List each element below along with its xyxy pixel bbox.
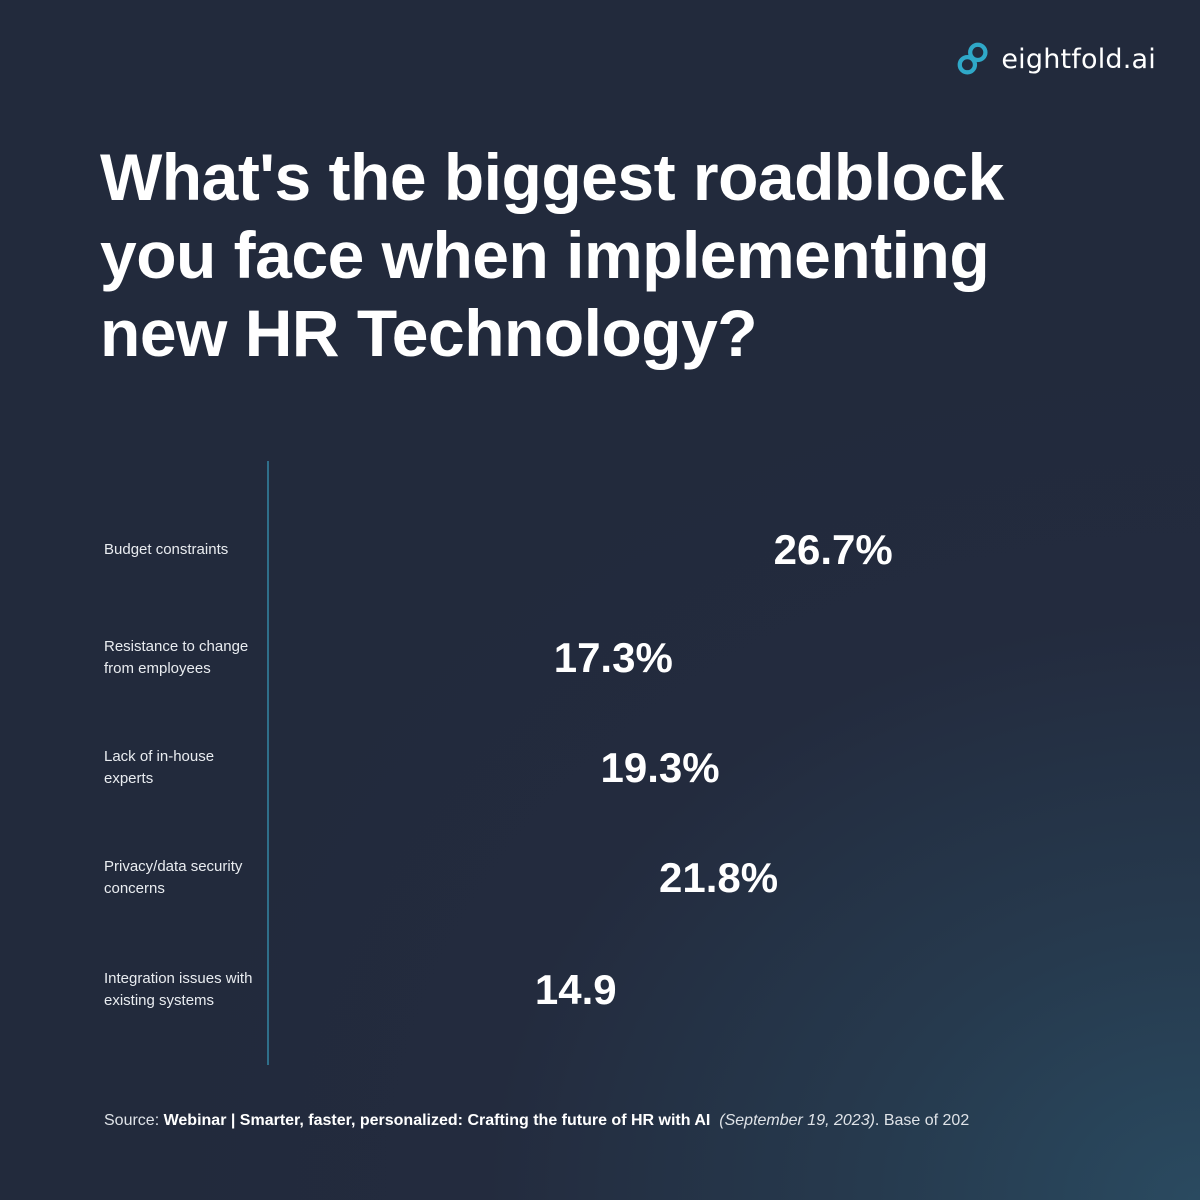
data-label: 17.3% — [553, 634, 673, 681]
source-title: Webinar | Smarter, faster, personalized:… — [163, 1112, 711, 1129]
category-label: Integration issues with existing systems — [104, 970, 253, 1009]
category-label: Budget constraints — [104, 541, 229, 558]
data-label: 26.7% — [773, 526, 893, 573]
brand-logo: eightfold.ai — [955, 40, 1156, 78]
source-date: (September 19, 2023) — [719, 1112, 875, 1129]
data-label: 21.8% — [659, 854, 779, 901]
chart-title: What's the biggest roadblock you face wh… — [100, 140, 1004, 370]
data-label: 14.9 — [534, 966, 617, 1013]
data-label: 19.3% — [600, 744, 720, 791]
source-note: Source: Webinar | Smarter, faster, perso… — [104, 1112, 969, 1130]
source-suffix: . Base of 202 — [874, 1112, 970, 1129]
category-label: Lack of in-house experts — [104, 748, 215, 787]
eightfold-logo-icon — [957, 42, 988, 75]
source-prefix: Source: — [104, 1112, 164, 1129]
brand-name: eightfold.ai — [1001, 43, 1156, 75]
category-label: Resistance to change from employees — [104, 638, 249, 677]
chart-axis-line — [267, 461, 269, 1065]
category-label: Privacy/data security concerns — [104, 858, 243, 897]
